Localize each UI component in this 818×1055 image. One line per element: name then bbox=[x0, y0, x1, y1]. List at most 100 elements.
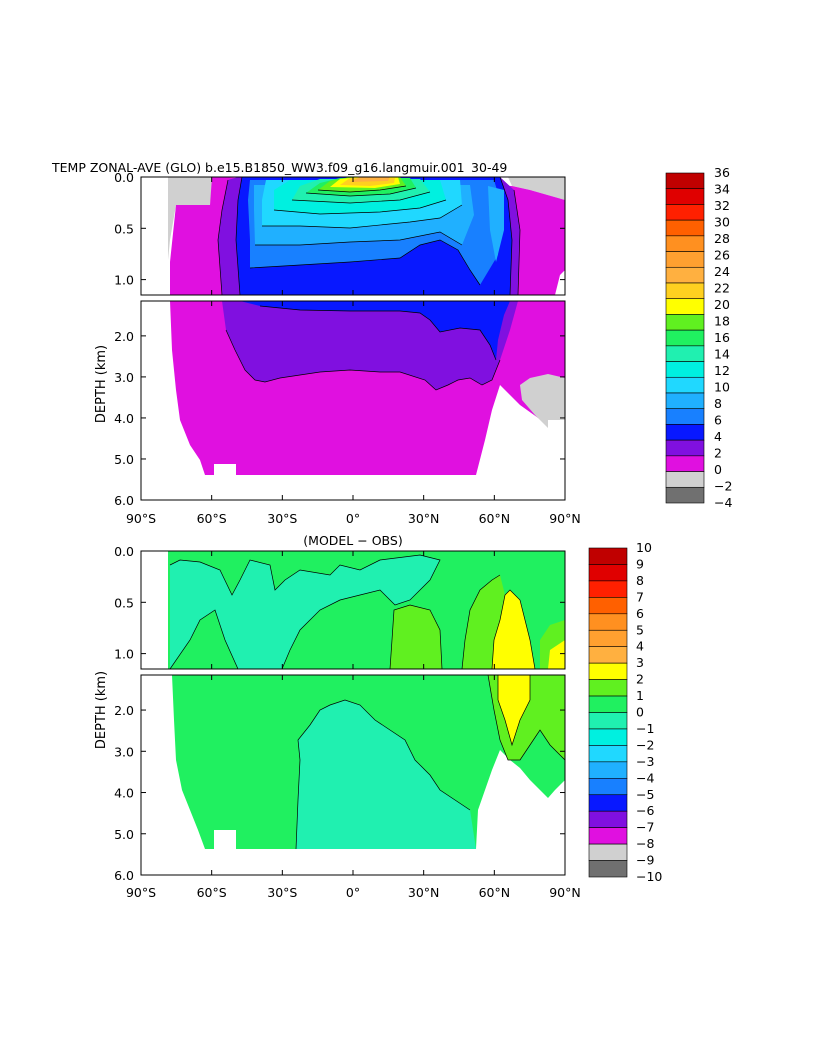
y-tick-label: 3.0 bbox=[114, 370, 134, 385]
x-tick-label: 30°N bbox=[408, 511, 440, 526]
x-tick-label: 0° bbox=[346, 885, 360, 900]
field-lime-deep bbox=[488, 675, 565, 760]
x-tick-label: 0° bbox=[346, 511, 360, 526]
x-tick-label: 90°N bbox=[549, 885, 581, 900]
colorbar-swatch bbox=[665, 486, 705, 504]
colorbar-swatch bbox=[665, 314, 705, 331]
colorbar-label: −2 bbox=[636, 737, 654, 752]
temperature-panel: TEMP ZONAL-AVE (GLO) b.e15.B1850_WW3.f09… bbox=[51, 160, 732, 526]
field-yellow-north2 bbox=[548, 640, 565, 669]
contour-line bbox=[497, 675, 531, 747]
contour-line bbox=[317, 185, 407, 193]
colorbar-label: 2 bbox=[714, 446, 722, 461]
contour-line bbox=[291, 191, 431, 204]
temperature-lower-field bbox=[170, 301, 565, 475]
colorbar-swatch bbox=[588, 745, 628, 763]
colorbar-label: 4 bbox=[636, 639, 644, 654]
colorbar-label: −7 bbox=[636, 820, 654, 835]
y-tick-label: 5.0 bbox=[114, 452, 134, 467]
contour-line bbox=[217, 179, 229, 295]
field-teal-south bbox=[170, 555, 440, 669]
colorbar-swatch bbox=[588, 629, 628, 648]
contour-line bbox=[273, 199, 447, 215]
x-tick-label: 60°S bbox=[197, 511, 227, 526]
contour-line bbox=[295, 699, 471, 850]
field-lime-center bbox=[390, 605, 442, 669]
contour-line bbox=[513, 189, 521, 295]
y-tick-label: 0.0 bbox=[114, 544, 134, 559]
colorbar-swatch bbox=[665, 471, 705, 488]
colorbar-label: 34 bbox=[714, 182, 730, 197]
x-tick-label: 30°N bbox=[408, 885, 440, 900]
colorbar-label: 20 bbox=[714, 297, 730, 312]
x-tick-label: 30°S bbox=[267, 885, 297, 900]
x-tick-label: 90°S bbox=[126, 511, 156, 526]
colorbar-label: 26 bbox=[714, 248, 730, 263]
colorbar-swatch bbox=[665, 282, 705, 300]
chart-title: (MODEL − OBS) bbox=[303, 533, 402, 548]
colorbar-swatch bbox=[588, 810, 628, 828]
colorbar-label: 22 bbox=[714, 281, 730, 296]
colorbar-swatch bbox=[588, 695, 628, 713]
colorbar-swatch bbox=[588, 662, 628, 680]
colorbar-swatch bbox=[665, 298, 705, 315]
contour-line bbox=[225, 329, 501, 391]
colorbar-swatch bbox=[588, 761, 628, 779]
y-tick-label: 5.0 bbox=[114, 827, 134, 842]
colorbar-label: 5 bbox=[636, 622, 644, 637]
colorbar-label: 4 bbox=[714, 429, 722, 444]
x-tick-label: 60°S bbox=[197, 885, 227, 900]
field-yellow-deep bbox=[498, 675, 530, 745]
colorbar-label: 10 bbox=[636, 540, 652, 555]
difference-panel: (MODEL − OBS) 90°S 60°S 3 bbox=[94, 533, 662, 900]
colorbar-label: 8 bbox=[636, 573, 644, 588]
field-midblue-north bbox=[488, 186, 504, 262]
colorbar-label: 16 bbox=[714, 330, 730, 345]
contour-line bbox=[487, 675, 565, 761]
colorbar-swatch bbox=[588, 547, 628, 565]
colorbar-label: 9 bbox=[636, 556, 644, 571]
temperature-axes: 90°S 60°S 30°S 0° 30°N 60°N 90°N 0.0 0.5 1.0 2.0 3.… bbox=[114, 170, 581, 526]
colorbar-label: 10 bbox=[714, 380, 730, 395]
contour-line bbox=[255, 231, 463, 246]
colorbar-swatch bbox=[665, 361, 705, 378]
y-tick-label: 2.0 bbox=[114, 703, 134, 718]
contour-line bbox=[305, 187, 417, 197]
colorbar-swatch bbox=[588, 646, 628, 664]
y-tick-label: 1.0 bbox=[114, 647, 134, 662]
colorbar-label: −9 bbox=[636, 853, 654, 868]
y-tick-label: 3.0 bbox=[114, 744, 134, 759]
colorbar-swatch bbox=[665, 172, 705, 190]
contour-line bbox=[389, 604, 443, 669]
colorbar-swatch bbox=[665, 455, 705, 472]
colorbar-swatch bbox=[588, 843, 628, 861]
colorbar-label: −5 bbox=[636, 787, 654, 802]
colorbar-swatch bbox=[588, 712, 628, 730]
field-lime-north bbox=[462, 575, 505, 669]
colorbar-swatch bbox=[588, 564, 628, 582]
colorbar-label: −2 bbox=[714, 479, 732, 494]
colorbar-label: 1 bbox=[636, 688, 644, 703]
colorbar-label: 32 bbox=[714, 198, 730, 213]
y-axis-label: DEPTH (km) bbox=[94, 671, 109, 749]
field-yellow-north bbox=[492, 590, 535, 669]
x-tick-label: 30°S bbox=[267, 511, 297, 526]
colorbar-swatch bbox=[588, 827, 628, 845]
contour-line bbox=[499, 177, 513, 295]
colorbar-swatch bbox=[665, 266, 705, 284]
y-tick-label: 4.0 bbox=[114, 411, 134, 426]
field-grey-south bbox=[168, 177, 213, 260]
contour-line bbox=[262, 204, 463, 229]
colorbar-label: 0 bbox=[636, 705, 644, 720]
colorbar-label: 8 bbox=[714, 396, 722, 411]
colorbar-swatch bbox=[665, 424, 705, 441]
x-tick-label: 90°S bbox=[126, 885, 156, 900]
field-grey-skip bbox=[508, 775, 548, 849]
contour-line bbox=[259, 305, 497, 361]
colorbar-swatch bbox=[588, 679, 628, 697]
contour-line bbox=[235, 177, 243, 295]
colorbar-label: 18 bbox=[714, 314, 730, 329]
colorbar-label: 36 bbox=[714, 165, 730, 180]
colorbar-swatch bbox=[665, 439, 705, 457]
colorbar-swatch bbox=[665, 345, 705, 362]
